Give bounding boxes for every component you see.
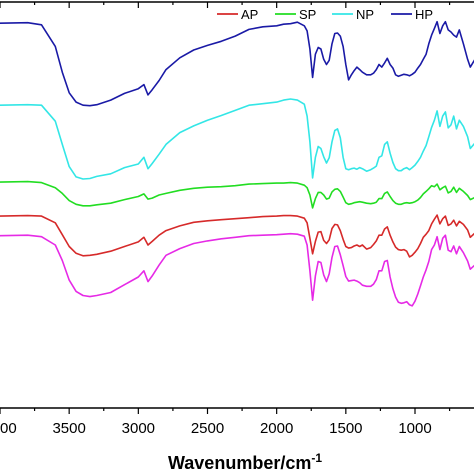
- series-layer: [0, 20, 474, 307]
- series-line-hp: [0, 20, 474, 107]
- x-tick-label-2500: 2500: [191, 420, 224, 437]
- x-tick-label-3500: 3500: [52, 420, 85, 437]
- legend-item-np: NP: [332, 7, 374, 22]
- legend-item-hp: HP: [391, 7, 433, 22]
- legend-item-sp: SP: [275, 7, 316, 22]
- x-axis-title-superscript: -1: [311, 451, 322, 465]
- axes-layer: [0, 1, 474, 409]
- x-ticks: 4000 3500 3000 2500 2000 1500 1000: [0, 2, 451, 437]
- series-line-unlabeled: [0, 232, 474, 307]
- x-tick-label-3000: 3000: [122, 420, 155, 437]
- series-line-ap: [0, 214, 474, 258]
- legend-label-hp: HP: [415, 7, 433, 22]
- x-tick-label-1500: 1500: [329, 420, 362, 437]
- x-tick-label-2000: 2000: [260, 420, 293, 437]
- x-tick-label-4000: 4000: [0, 420, 17, 437]
- x-axis-title-text: Wavenumber/cm: [168, 453, 311, 473]
- legend-label-np: NP: [356, 7, 374, 22]
- legend-label-sp: SP: [299, 7, 316, 22]
- series-line-sp: [0, 180, 474, 209]
- series-line-np: [0, 98, 474, 180]
- x-tick-label-1000: 1000: [398, 420, 431, 437]
- x-axis-title: Wavenumber/cm-1: [168, 451, 322, 473]
- legend-label-ap: AP: [241, 7, 258, 22]
- legend-item-ap: AP: [217, 7, 258, 22]
- legend: AP SP NP HP: [217, 7, 433, 22]
